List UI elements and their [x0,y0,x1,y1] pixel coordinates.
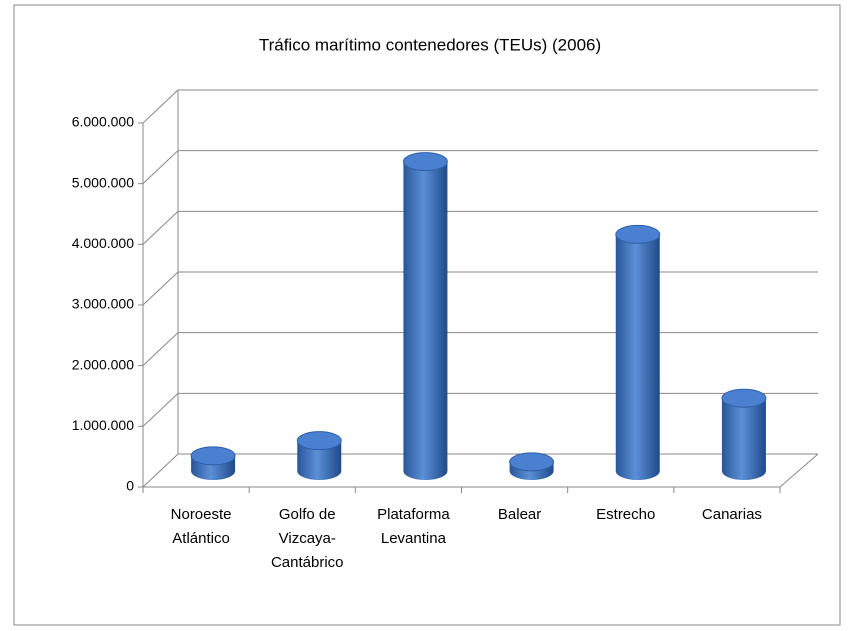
bar-top [721,388,767,408]
grid-line [142,392,179,427]
bar-top [509,452,555,472]
x-tick-label: Noroeste Atlántico [170,506,232,547]
x-tick-label: Balear [497,506,542,523]
x-tick-label: Canarias [701,506,762,523]
grid-line [142,271,179,306]
grid-line [142,332,179,367]
x-tick-label: Plataforma Levantina [377,506,450,547]
bar-body [721,398,766,471]
grid-line [142,150,179,185]
x-tick-label: Golfo de Vizcaya-Cantábrico [270,506,344,571]
bar-body [615,234,660,471]
y-tick-label: 5.000.000 [72,174,134,190]
grid-line [142,89,179,124]
y-tick-label: 3.000.000 [72,296,134,312]
bar-top [296,431,342,451]
bar-top [615,224,661,244]
chart-title: Tráfico marítimo contenedores (TEUs) (20… [259,35,601,54]
y-tick-label: 1.000.000 [72,417,134,433]
bar-top [190,446,236,466]
y-tick-label: 2.000.000 [72,356,134,372]
bar-top [402,152,448,172]
floor-right [779,453,819,488]
grid-line [142,210,179,245]
bar-body [403,161,448,471]
grid-line [142,453,179,488]
y-tick-label: 6.000.000 [72,114,134,130]
y-tick-label: 4.000.000 [72,235,134,251]
y-tick-label: 0 [126,478,134,494]
x-tick-label: Estrecho [596,506,656,523]
